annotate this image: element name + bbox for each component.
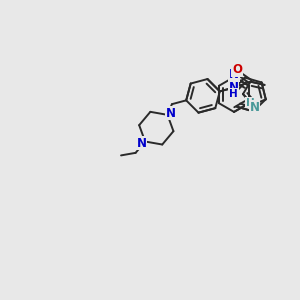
- Text: N: N: [136, 136, 146, 149]
- Text: N: N: [228, 81, 239, 94]
- Text: N: N: [166, 107, 176, 120]
- Text: N: N: [250, 101, 260, 114]
- Text: O: O: [232, 63, 242, 76]
- Text: H: H: [246, 98, 254, 108]
- Text: H: H: [229, 89, 238, 99]
- Text: N: N: [229, 68, 239, 82]
